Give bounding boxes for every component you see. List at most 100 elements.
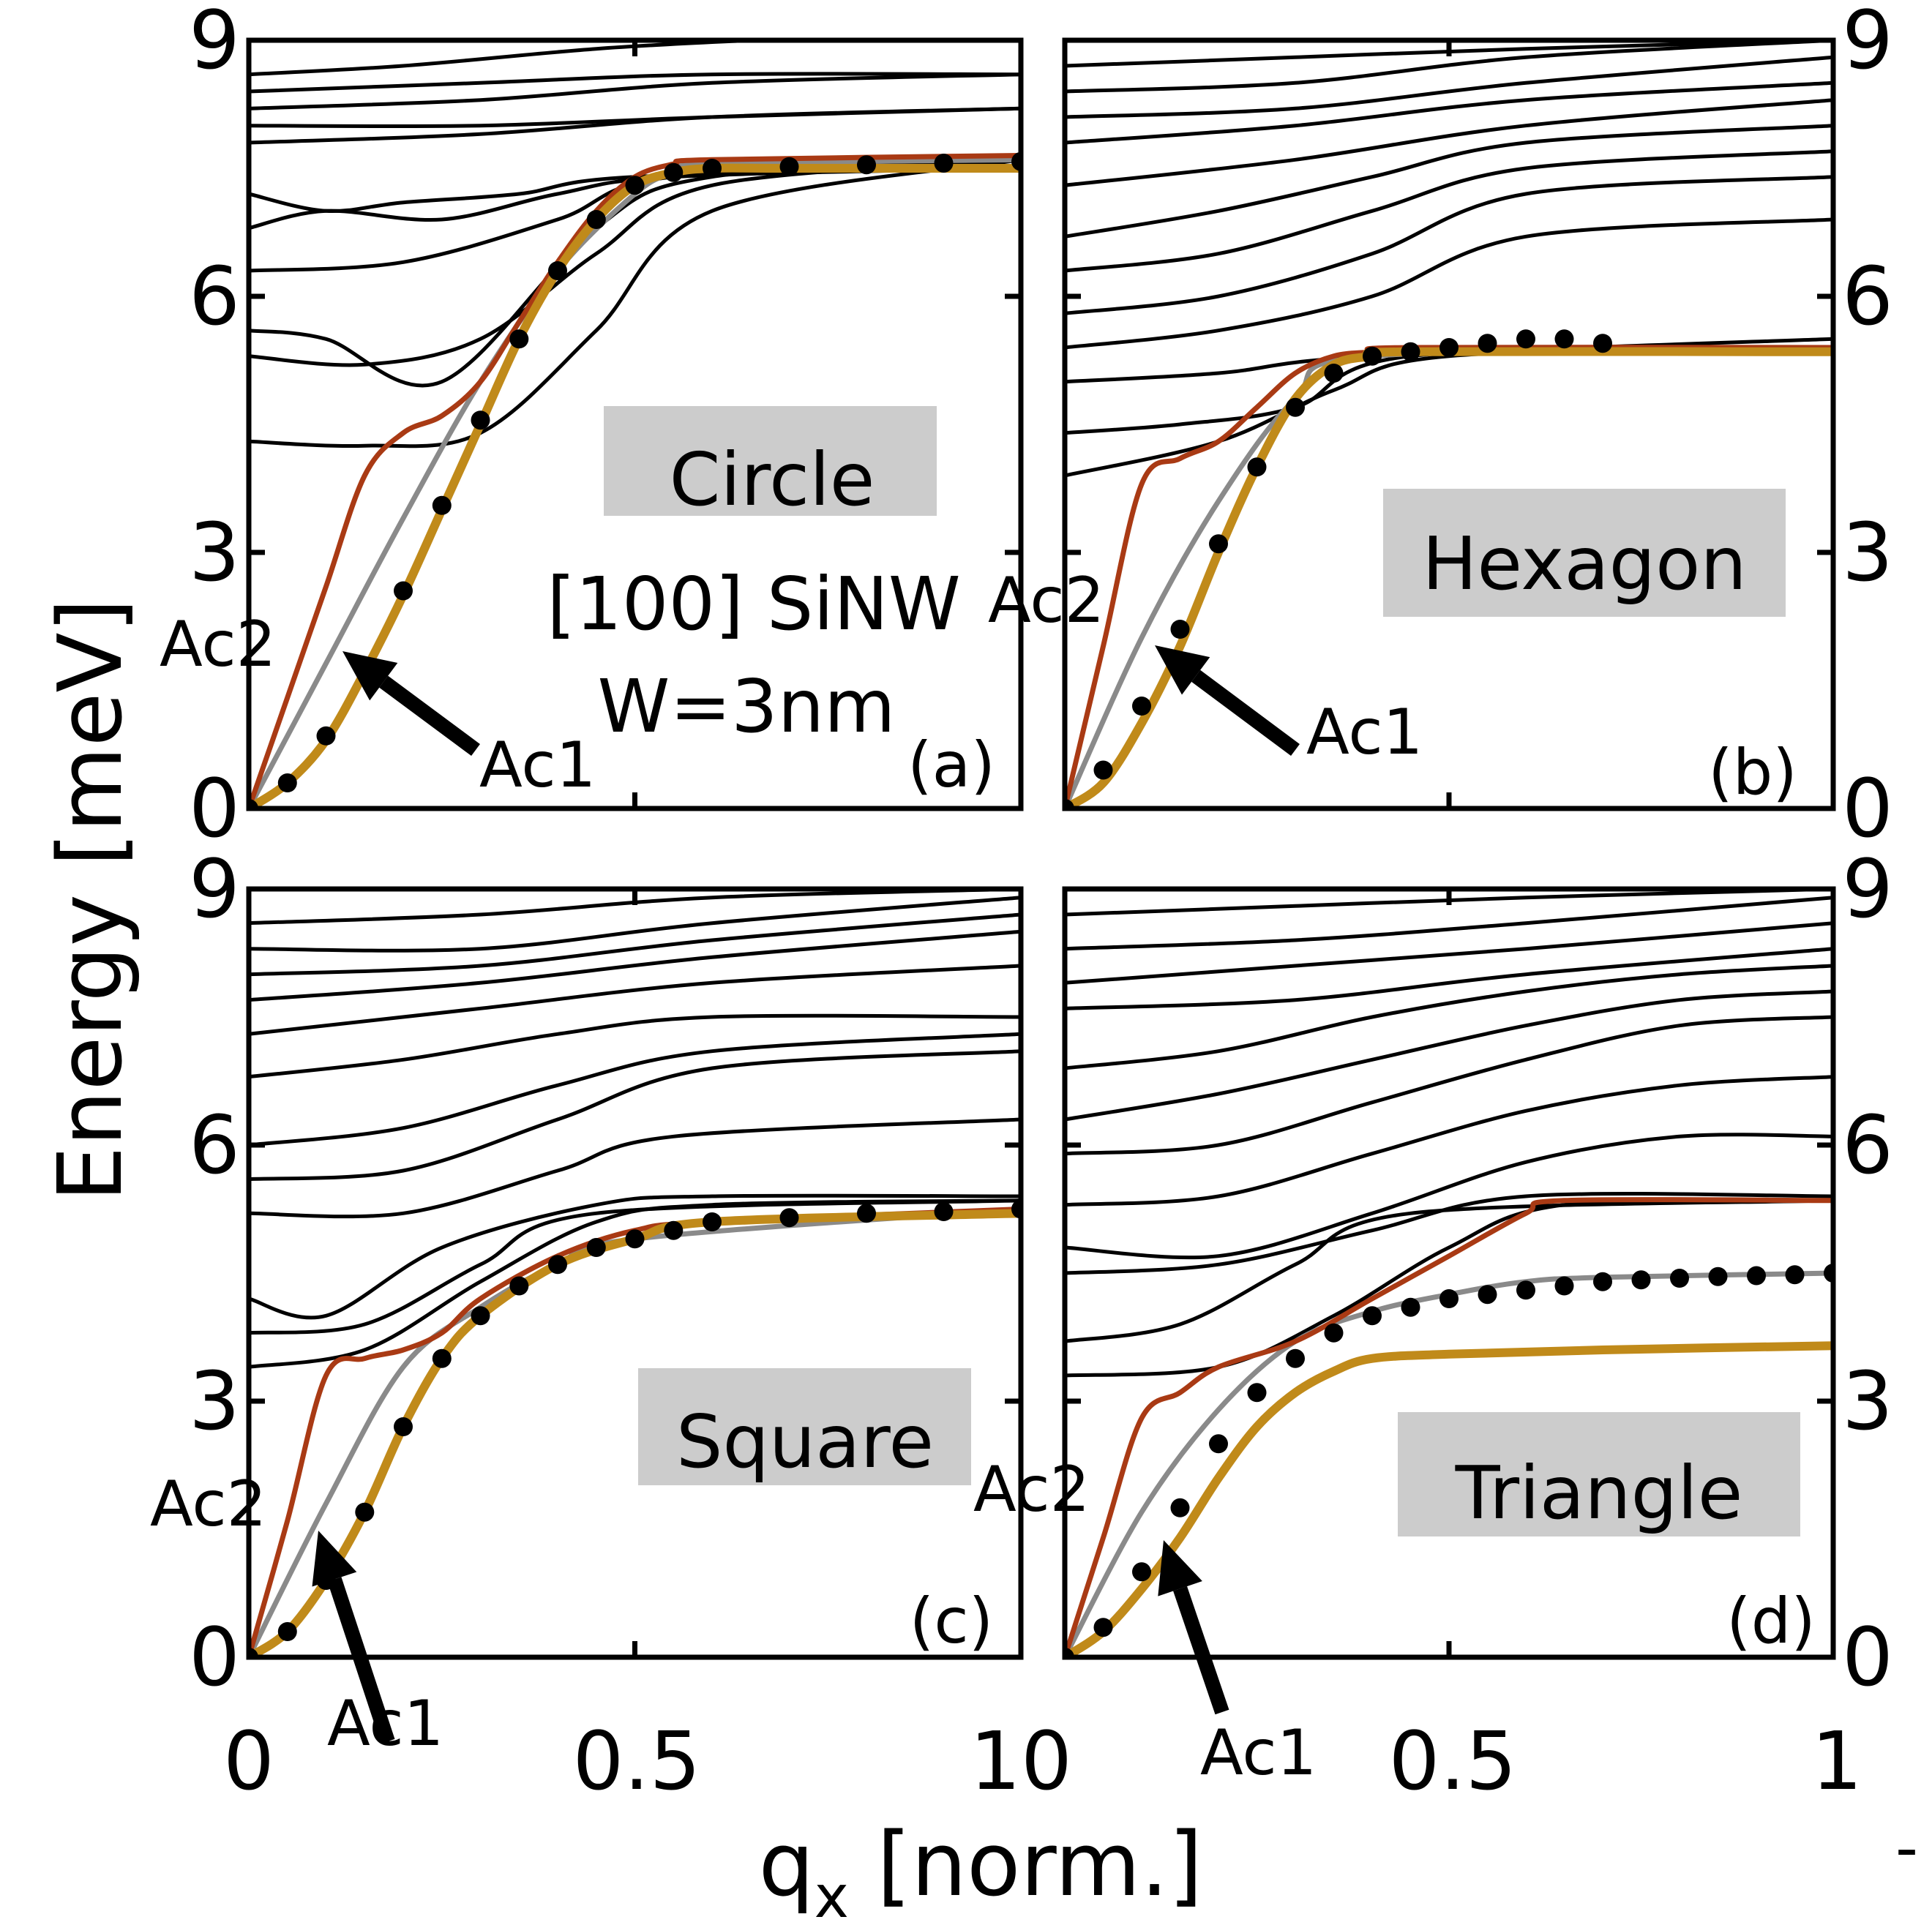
series-triangle-band-5-line — [1065, 1075, 1833, 1207]
series-triangle-continuum-point-12 — [1516, 1280, 1535, 1300]
series-triangle-band-9-line — [1065, 947, 1833, 1010]
shape-label-circle: Circle — [670, 437, 875, 522]
series-square-continuum-point-4 — [394, 1417, 413, 1436]
panel-letter-square: (c) — [910, 1585, 993, 1658]
plot-area-hexagon — [1065, 40, 1833, 808]
plot-area-triangle — [1065, 889, 1833, 1657]
ac1-arrow-shaft-triangle — [1173, 1586, 1229, 1715]
series-triangle-band-6-line — [1065, 1015, 1833, 1156]
series-hexagon-band-6-line — [1065, 149, 1833, 273]
xtick-label-square-1: 0.5 — [573, 1714, 701, 1808]
ytick-label-triangle-0: 0 — [1842, 1610, 1893, 1704]
series-square-band-12-line — [249, 889, 1021, 926]
ytick-label-triangle-3: 9 — [1842, 842, 1893, 936]
ac2-label-circle: Ac2 — [160, 608, 276, 681]
ac1-arrow-head-hexagon — [1155, 645, 1210, 695]
shape-label-box-square — [638, 1368, 971, 1485]
wire-width-label: W=3nm — [597, 664, 895, 749]
series-hexagon-band-7-line — [1065, 124, 1833, 239]
x-axis-label: qx [norm.] — [758, 1815, 1202, 1925]
series-hexagon-continuum-point-6 — [1286, 397, 1305, 417]
series-triangle-continuum-point-15 — [1631, 1270, 1651, 1290]
series-triangle-band-11-line — [1065, 896, 1833, 951]
series-circle-continuum-point-13 — [779, 157, 799, 176]
series-circle-continuum-point-8 — [548, 261, 567, 280]
panel-letter-triangle: (d) — [1726, 1585, 1816, 1658]
ytick-label-hexagon-2: 6 — [1842, 249, 1893, 343]
series-square-band-11-line — [249, 896, 1021, 953]
series-circle-continuum-point-7 — [509, 329, 529, 349]
ytick-label-triangle-2: 6 — [1842, 1098, 1893, 1192]
series-square-continuum-point-11 — [664, 1220, 684, 1240]
series-triangle-band-7-line — [1065, 989, 1833, 1122]
series-circle-band-9-line — [249, 72, 1021, 110]
series-triangle-continuum-point-8 — [1363, 1306, 1382, 1326]
series-hexagon-continuum-point-9 — [1401, 342, 1420, 361]
series-triangle-continuum-point-19 — [1785, 1265, 1805, 1285]
series-hexagon-ac1-line — [1065, 347, 1833, 808]
ac1-arrow-head-triangle — [1158, 1540, 1202, 1596]
series-hexagon-band-9-line — [1065, 80, 1833, 145]
series-hexagon-band-5-line — [1065, 175, 1833, 315]
ac2-label-square: Ac2 — [150, 1468, 266, 1541]
ac1-label-hexagon: Ac1 — [1306, 696, 1423, 769]
series-square-band-9-line — [249, 929, 1021, 1002]
series-square-continuum-point-5 — [432, 1348, 452, 1368]
series-circle-continuum-point-2 — [316, 726, 336, 746]
xtick-label-triangle-2: 1 — [1811, 1714, 1862, 1808]
ytick-label-square-3: 9 — [189, 842, 240, 936]
ytick-label-circle-3: 9 — [189, 0, 240, 87]
panel-hexagon: 0 3 6 9 Hexagon (b) Ac2 Ac1 — [988, 0, 1893, 855]
series-square-continuum-point-13 — [779, 1208, 799, 1228]
series-triangle-continuum-point-11 — [1478, 1285, 1497, 1305]
series-square-band-7-line — [249, 1013, 1021, 1079]
series-triangle-continuum-point-2 — [1132, 1562, 1151, 1582]
series-square-band-3-line — [249, 1193, 1021, 1320]
series-circle-continuum-point-15 — [934, 154, 954, 173]
series-circle-band-10-line — [249, 72, 1021, 94]
series-triangle-continuum-point-5 — [1247, 1383, 1267, 1403]
series-circle-band-11-line — [249, 40, 753, 77]
series-triangle-continuum-point-9 — [1401, 1297, 1420, 1317]
series-circle-continuum-point-12 — [703, 159, 722, 178]
series-hexagon-continuum-point-12 — [1516, 329, 1535, 349]
stray-mark: - — [1895, 1812, 1918, 1885]
series-circle-continuum-point-11 — [664, 162, 684, 182]
series-square-band-4-line — [249, 1117, 1021, 1219]
series-square-band-8-line — [249, 964, 1021, 1036]
series-circle-ac2-line — [249, 153, 1021, 808]
ytick-label-hexagon-1: 3 — [1842, 506, 1893, 599]
series-hexagon-band-8-line — [1065, 98, 1833, 187]
series-triangle-band-10-line — [1065, 921, 1833, 985]
series-hexagon-continuum-point-4 — [1209, 534, 1228, 554]
ytick-label-circle-1: 3 — [189, 506, 240, 599]
series-triangle-continuum-point-6 — [1286, 1348, 1305, 1368]
shape-label-box-triangle — [1398, 1412, 1800, 1536]
series-triangle-ac1-line — [1065, 1341, 1833, 1657]
series-triangle-continuum — [1065, 1264, 1833, 1657]
series-square-continuum-point-9 — [586, 1238, 606, 1257]
shape-label-box-circle — [604, 406, 937, 516]
series-hexagon-continuum-point-2 — [1132, 697, 1151, 716]
series-square-band-10-line — [249, 912, 1021, 977]
ytick-label-square-2: 6 — [189, 1098, 240, 1192]
series-square-band-5-line — [249, 1049, 1021, 1182]
wire-orientation-label: [100] SiNW — [547, 561, 961, 647]
series-hexagon-continuum-point-1 — [1093, 760, 1113, 780]
series-circle-continuum-point-9 — [586, 210, 606, 229]
shape-label-triangle: Triangle — [1455, 1450, 1743, 1536]
series-triangle-band-3-line — [1065, 1192, 1833, 1275]
series-triangle-continuum-point-14 — [1593, 1272, 1612, 1291]
series-square-continuum-point-15 — [934, 1202, 954, 1221]
series-triangle-band-4-line — [1065, 1133, 1833, 1260]
series-triangle-band-8-line — [1065, 964, 1833, 1070]
series-square-continuum-point-3 — [355, 1502, 375, 1522]
xtick-label-square-0: 0 — [223, 1714, 274, 1808]
series-hexagon-continuum-point-8 — [1363, 346, 1382, 366]
shape-label-hexagon: Hexagon — [1422, 521, 1746, 607]
ac1-label-square: Ac1 — [327, 1687, 443, 1760]
ytick-label-square-1: 3 — [189, 1354, 240, 1448]
series-square-continuum-point-1 — [277, 1622, 297, 1641]
